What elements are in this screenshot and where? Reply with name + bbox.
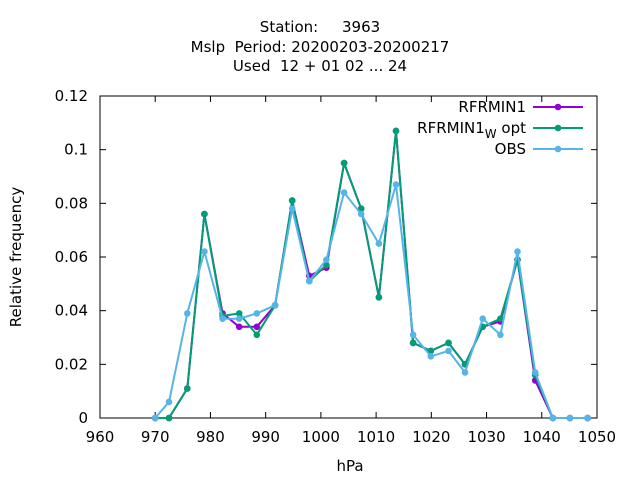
x-tick-label: 1020 [412,428,450,446]
x-tick-label: 960 [86,428,115,446]
x-tick-label: 1040 [523,428,561,446]
data-point-rfrmin1-w-opt [165,414,173,422]
legend-label-part-main: RFRMIN1 [417,119,485,137]
data-point-obs [479,315,487,323]
series-rfrmin1-w-opt [151,127,591,422]
data-point-obs [445,347,452,355]
y-tick-label: 0.12 [55,87,88,105]
data-point-obs [184,310,191,317]
chart-title-line-2: Mslp Period: 20200203-20200217 [190,38,450,56]
data-point-obs [323,256,330,264]
x-tick-label: 1000 [302,428,340,446]
data-point-obs [340,189,348,196]
data-point-obs [409,331,417,339]
data-point-obs [392,181,400,188]
x-tick-label: 1030 [467,428,505,446]
series-rfrmin1 [151,127,591,422]
data-point-obs [253,310,261,317]
data-point-rfrmin1 [235,323,243,331]
data-point-obs [271,302,279,309]
series-line-rfrmin1-w-opt [155,129,588,419]
data-point-rfrmin1-w-opt [497,315,504,323]
data-point-obs [165,398,173,406]
data-point-rfrmin1-w-opt [184,385,191,392]
data-point-obs [549,414,557,422]
data-point-rfrmin1-w-opt [235,310,243,317]
data-point-rfrmin1-w-opt [445,339,452,347]
chart-title-line-3: Used 12 + 01 02 ... 24 [232,57,408,75]
x-tick-label: 980 [196,428,225,446]
data-point-obs [566,414,574,422]
data-point-rfrmin1-w-opt [288,197,296,204]
x-tick-label: 990 [251,428,280,446]
legend-label-part-suffix: opt [497,119,526,137]
data-point-obs [375,240,383,247]
legend-label-obs: OBS [495,140,526,158]
data-point-rfrmin1 [253,323,261,331]
data-point-obs [235,315,243,323]
y-tick-label: 0.06 [55,248,88,266]
x-tick-label: 970 [141,428,170,446]
data-point-obs [514,248,521,255]
data-point-obs [427,353,435,360]
data-point-rfrmin1-w-opt [427,347,435,355]
legend-label-rfrmin1: RFRMIN1 [458,98,526,116]
plot-frame [99,95,598,419]
chart-title-line-1: Station: 3963 [259,18,381,36]
data-point-obs [461,369,469,376]
data-point-rfrmin1-w-opt [392,127,400,135]
series-layer [151,127,591,422]
x-tick-label: 1010 [357,428,395,446]
legend-marker-rfrmin1 [554,103,562,111]
data-point-obs [497,331,504,339]
data-point-rfrmin1-w-opt [409,339,417,347]
legend-marker-obs [554,145,562,153]
y-tick-label: 0.02 [55,355,88,373]
y-tick-label: 0.04 [55,302,88,320]
data-point-rfrmin1-w-opt [375,294,383,301]
data-point-obs [201,248,208,255]
legend-label-rfrmin1-w-opt: RFRMIN1W opt [417,119,526,141]
data-point-obs [584,414,591,422]
y-axis-label: Relative frequency [7,187,25,328]
data-point-obs [531,369,539,376]
x-axis-label: hPa [336,457,363,475]
data-point-rfrmin1-w-opt [253,331,261,339]
x-tick-label: 1050 [578,428,616,446]
legend-marker-rfrmin1-w-opt [554,124,562,132]
data-point-rfrmin1-w-opt [201,210,208,218]
y-tick-label: 0.1 [64,141,88,159]
data-point-rfrmin1-w-opt [357,205,365,212]
data-point-obs [219,315,226,323]
legend: RFRMIN1 RFRMIN1W opt OBS [417,98,583,158]
ticks-layer: 960 970 980 990 1000 1010 1020 1030 1040 1050 0 0.0… [55,87,617,446]
legend-label-part-subscript: W [485,127,497,141]
series-obs [151,181,591,422]
data-point-obs [357,210,365,218]
y-tick-label: 0.08 [55,194,88,212]
y-tick-label: 0 [78,409,88,427]
data-point-obs [306,277,313,285]
data-point-rfrmin1-w-opt [340,159,348,167]
data-point-obs [288,205,296,212]
data-point-obs [151,414,159,422]
series-line-rfrmin1 [155,129,588,419]
